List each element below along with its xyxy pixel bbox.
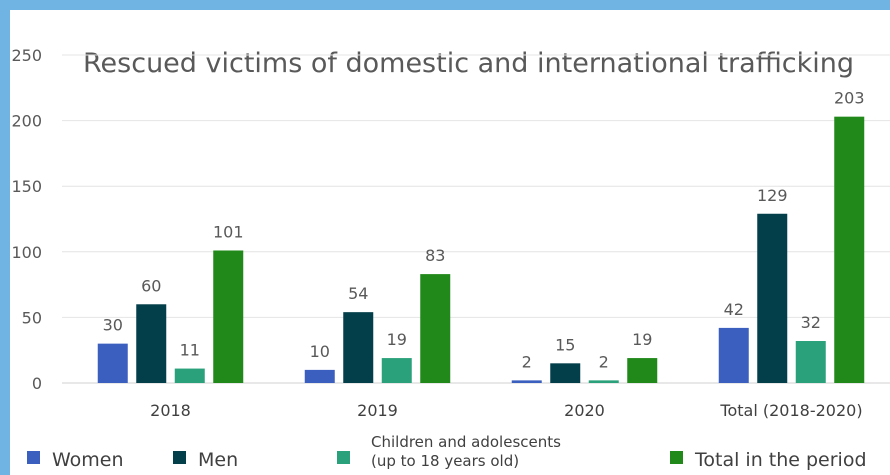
data-label: 83 (425, 246, 445, 265)
bar (511, 380, 542, 383)
y-tick-label: 0 (32, 374, 42, 393)
y-tick-label: 150 (11, 177, 42, 196)
bar (588, 380, 619, 383)
legend: Women Men Children and adolescents(up to 1… (27, 433, 867, 471)
bar (381, 358, 412, 383)
bar (627, 358, 658, 383)
data-label: 203 (834, 89, 865, 108)
chart-frame (10, 10, 890, 475)
bar (834, 116, 865, 383)
data-label: 10 (310, 342, 330, 361)
x-tick-label: 2019 (357, 401, 398, 420)
legend-label: Total in the period (694, 449, 867, 471)
x-axis: 2018 2019 2020 Total (2018-2020) (150, 401, 862, 420)
data-labels: 30 60 11 101 10 54 19 83 2 15 2 19 42 129 32 203 (103, 89, 865, 372)
legend-label: Women (52, 449, 124, 471)
y-tick-label: 100 (11, 243, 42, 262)
legend-swatch (173, 451, 186, 464)
bar (136, 304, 167, 383)
chart-title: Rescued victims of domestic and internat… (83, 48, 854, 79)
data-label: 19 (387, 330, 407, 349)
data-label: 32 (801, 313, 821, 332)
bars (97, 116, 865, 383)
data-label: 129 (757, 186, 788, 205)
data-label: 30 (103, 316, 123, 335)
data-label: 15 (555, 335, 575, 354)
data-label: 101 (213, 222, 244, 241)
x-tick-label: 2018 (150, 401, 191, 420)
bar (550, 363, 581, 383)
bar (304, 369, 335, 383)
y-axis: 0 50 100 150 200 250 (11, 46, 42, 393)
x-tick-label: Total (2018-2020) (719, 401, 862, 420)
legend-swatch (670, 451, 683, 464)
legend-label: Children and adolescents (371, 433, 561, 451)
bar (718, 327, 749, 383)
x-tick-label: 2020 (564, 401, 605, 420)
y-tick-label: 200 (11, 112, 42, 131)
legend-swatch (27, 451, 40, 464)
bar (420, 274, 451, 383)
bar (343, 312, 374, 383)
bar (174, 368, 205, 383)
bar (757, 213, 788, 383)
bar (97, 343, 128, 383)
legend-swatch (337, 451, 350, 464)
data-label: 60 (141, 276, 161, 295)
legend-label: Men (198, 449, 238, 471)
data-label: 11 (180, 341, 200, 360)
data-label: 19 (632, 330, 652, 349)
legend-label: (up to 18 years old) (371, 452, 519, 470)
y-tick-label: 50 (22, 308, 42, 327)
data-label: 2 (522, 352, 532, 371)
y-tick-label: 250 (11, 46, 42, 65)
data-label: 54 (348, 284, 368, 303)
bar (213, 250, 244, 383)
bar (795, 341, 826, 383)
data-label: 42 (724, 300, 744, 319)
data-label: 2 (599, 352, 609, 371)
